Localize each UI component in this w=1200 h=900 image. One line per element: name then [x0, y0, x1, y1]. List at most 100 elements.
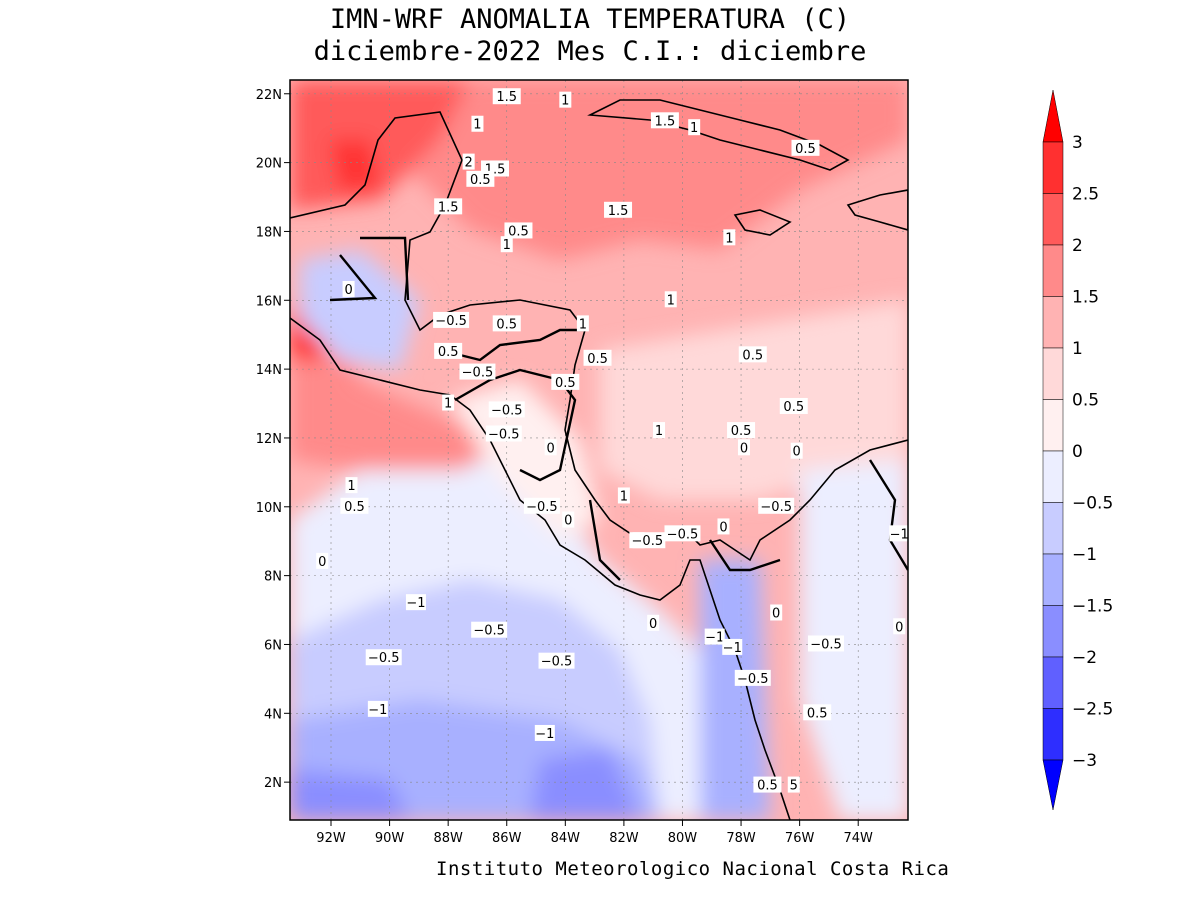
colorbar-swatch — [1042, 347, 1064, 400]
contour-label: −0.5 — [810, 637, 842, 652]
colorbar-label: 0.5 — [1072, 391, 1099, 411]
credit-text: Instituto Meteorologico Nacional Costa R… — [436, 858, 950, 880]
contour-label-bg — [704, 628, 725, 645]
contour-label: 0.5 — [742, 348, 763, 363]
contour-label: −0.5 — [632, 534, 664, 549]
contour-label-bg — [758, 497, 795, 514]
contour-label-bg — [889, 525, 908, 542]
contour-label-bg — [340, 497, 369, 514]
contour-label-bg — [617, 487, 630, 504]
contour-label: 0.5 — [795, 142, 816, 157]
colorbar-label: −0.5 — [1072, 494, 1113, 514]
tick-label-lon: 74W — [844, 831, 874, 846]
contour-label: 0.5 — [344, 500, 365, 515]
tick-label-lat: 4N — [264, 707, 282, 722]
contour-label: −0.5 — [368, 651, 400, 666]
contour-label-bg — [727, 422, 756, 439]
contour-label-bg — [471, 621, 508, 638]
border-costa-rica-panama — [588, 499, 621, 581]
contour-label: 0.5 — [731, 424, 752, 439]
colorbar-label: −1.5 — [1072, 597, 1113, 617]
tick-label-lon: 90W — [375, 831, 405, 846]
contour-label: 1 — [655, 424, 663, 439]
contour-label-bg — [316, 552, 329, 569]
region-neutral-nicaragua — [450, 380, 600, 540]
tick-label-lon: 76W — [785, 831, 815, 846]
colorbar-swatch — [1042, 605, 1064, 658]
tick-label-lon: 84W — [551, 831, 581, 846]
contour-label-bg — [433, 311, 470, 328]
contour-label: 0.5 — [470, 173, 491, 188]
region-coldest-sw — [290, 770, 410, 820]
colorbar-swatch — [1042, 193, 1064, 246]
contour-label: −1 — [890, 527, 909, 542]
contour-label: 0 — [740, 441, 748, 456]
contour-label: −0.5 — [760, 500, 792, 515]
contour-label: −0.5 — [491, 403, 523, 418]
region-coldest-s — [530, 750, 640, 820]
contour-label-bg — [664, 525, 701, 542]
colorbar-label: −2 — [1072, 648, 1097, 668]
region-cool-guatemala — [300, 250, 420, 370]
contour-label-bg — [544, 439, 557, 456]
contour-label: −0.5 — [473, 624, 505, 639]
map-frame — [289, 79, 909, 821]
contour-label: 1 — [473, 118, 481, 133]
tick-label-lon: 82W — [609, 831, 639, 846]
contour-label: 1 — [667, 293, 675, 308]
contour-label: 1 — [347, 479, 355, 494]
contour-label: 0.5 — [508, 224, 529, 239]
tick-label-lon: 92W — [316, 831, 346, 846]
colorbar-swatch — [1042, 553, 1064, 606]
contour-label: 0.5 — [587, 352, 608, 367]
contour-label-bg — [653, 422, 666, 439]
contour-label-bg — [405, 594, 426, 611]
field-layer: 1.5 11.5 111.520.51.5 1.50.51 10.50−0.5 0.50.… — [290, 80, 909, 820]
contour-label: 0 — [719, 520, 727, 535]
colorbar-swatch — [1042, 656, 1064, 709]
contour-label: −0.5 — [488, 428, 520, 443]
colorbar-swatch — [1042, 244, 1064, 297]
map-title-line2: diciembre-2022 Mes C.I.: diciembre — [313, 36, 867, 67]
contour-label: 0 — [344, 283, 352, 298]
contour-label-bg — [807, 635, 844, 652]
contour-label-bg — [717, 518, 730, 535]
colorbar-label: 2.5 — [1072, 185, 1099, 205]
contour-label-bg — [459, 363, 496, 380]
contour-label: 0 — [547, 441, 555, 456]
contour-label-bg — [488, 401, 525, 418]
contour-label-bg — [559, 91, 572, 108]
contour-label: 0 — [564, 514, 572, 529]
colorbar-label: −2.5 — [1072, 700, 1113, 720]
tick-label-lat: 12N — [256, 432, 282, 447]
contour-label-bg — [471, 115, 484, 132]
tick-label-lat: 14N — [256, 363, 282, 378]
contour-label: −0.5 — [435, 314, 467, 329]
contour-label-bg — [434, 342, 463, 359]
jamaica-coast — [733, 209, 792, 236]
contour-label: 1.5 — [608, 204, 629, 219]
contour-label-bg — [893, 618, 906, 635]
colorbar-swatch — [1042, 296, 1064, 349]
contour-label: 1 — [620, 489, 628, 504]
contour-label-bg — [462, 153, 475, 170]
tick-label-lon: 78W — [726, 831, 756, 846]
contour-label-bg — [738, 346, 767, 363]
contour-label: 0 — [793, 445, 801, 460]
contour-label: 1.5 — [438, 200, 459, 215]
contour-label-bg — [604, 201, 633, 218]
region-cool-colombia — [700, 560, 770, 820]
contour-label-bg — [803, 704, 832, 721]
contour-label-bg — [770, 604, 783, 621]
colorbar-swatch — [1042, 502, 1064, 555]
colorbar-label: 0 — [1072, 442, 1083, 462]
border-colombia-venezuela — [868, 459, 908, 571]
contour-label: 0 — [895, 620, 903, 635]
contour-label: 1 — [503, 238, 511, 253]
contour-label-bg — [365, 649, 402, 666]
contour-label-bg — [664, 291, 677, 308]
contour-label: −1 — [723, 641, 742, 656]
contour-label-bg — [466, 170, 495, 187]
border-panama-colombia — [709, 539, 781, 572]
